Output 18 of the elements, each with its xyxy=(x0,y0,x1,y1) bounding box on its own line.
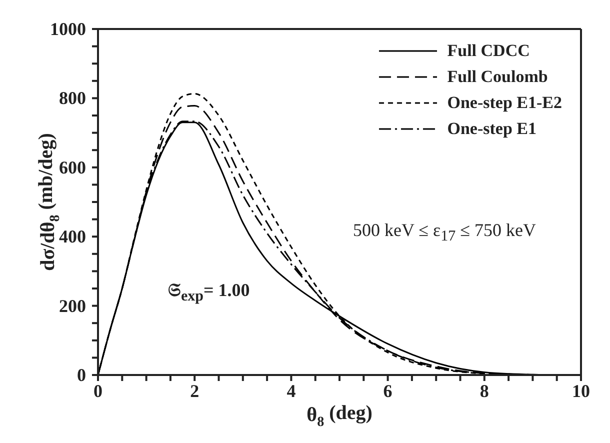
legend-label: Full Coulomb xyxy=(446,66,549,88)
x-tick-label: 2 xyxy=(190,381,200,401)
y-tick-label: 200 xyxy=(59,296,86,316)
x-tick-label: 10 xyxy=(572,381,590,401)
legend-label: One-step E1 xyxy=(446,118,538,140)
y-tick-label: 0 xyxy=(77,365,86,385)
annotation: 500 keV ≤ ε$_{17}$ ≤ 750 keV xyxy=(353,220,536,246)
x-tick-label: 6 xyxy=(383,381,392,401)
annotation: 𝔖$_{exp}$= 1.00 xyxy=(168,280,250,306)
legend-label: Full CDCC xyxy=(446,40,531,62)
y-tick-label: 800 xyxy=(59,88,86,108)
x-tick-label: 4 xyxy=(286,381,296,401)
y-tick-label: 1000 xyxy=(50,19,86,39)
x-axis-title: θ$_{8}$ (deg) xyxy=(306,402,372,430)
x-tick-label: 0 xyxy=(94,381,102,401)
y-tick-label: 600 xyxy=(59,157,86,178)
x-tick-label: 8 xyxy=(480,381,489,401)
legend-label: One-step E1-E2 xyxy=(446,92,562,114)
